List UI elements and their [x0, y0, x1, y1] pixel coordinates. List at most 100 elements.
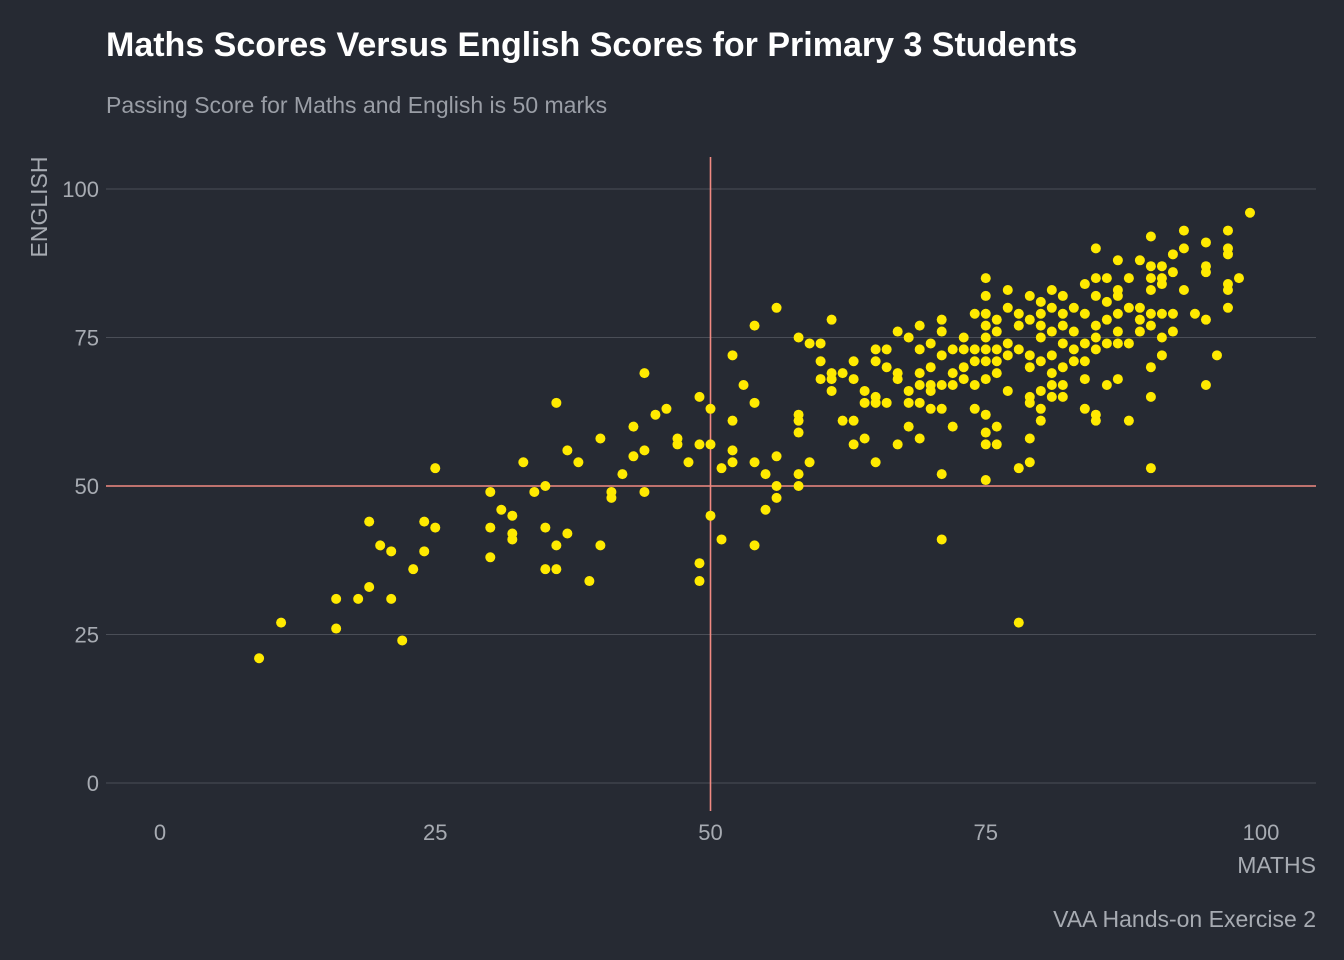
- scatter-point: [892, 374, 903, 385]
- scatter-point: [628, 421, 639, 432]
- scatter-point: [496, 504, 507, 515]
- scatter-point: [1035, 320, 1046, 331]
- scatter-point: [903, 385, 914, 396]
- scatter-point: [771, 481, 782, 491]
- scatter-point: [1112, 374, 1123, 385]
- scatter-point: [925, 338, 936, 349]
- tick-labels: 0 25 50 75 100 0 25 50 75 100: [62, 177, 1279, 845]
- scatter-point: [1068, 356, 1079, 367]
- scatter-point: [716, 534, 727, 545]
- scatter-point: [1112, 308, 1123, 319]
- scatter-point: [1013, 463, 1024, 474]
- scatter-point: [1167, 308, 1178, 319]
- scatter-point: [925, 362, 936, 373]
- scatter-point: [1112, 255, 1123, 266]
- y-tick-label: 75: [75, 326, 99, 351]
- scatter-point: [1079, 356, 1090, 367]
- scatter-point: [749, 320, 760, 331]
- scatter-point: [551, 540, 562, 551]
- scatter-point: [870, 356, 881, 367]
- scatter-point: [1090, 273, 1101, 284]
- scatter-point: [892, 439, 903, 450]
- scatter-point: [540, 481, 551, 491]
- scatter-point: [859, 433, 870, 444]
- scatter-point: [1013, 308, 1024, 319]
- scatter-point: [1079, 374, 1090, 385]
- scatter-point: [551, 564, 562, 575]
- scatter-point: [1222, 249, 1233, 260]
- scatter-point: [1057, 308, 1068, 319]
- scatter-point: [771, 492, 782, 503]
- scatter-point: [1222, 284, 1233, 295]
- scatter-point: [1200, 380, 1211, 391]
- scatter-point: [1035, 332, 1046, 343]
- scatter-point: [991, 368, 1002, 379]
- scatter-point: [1233, 273, 1244, 284]
- scatter-point: [1057, 290, 1068, 301]
- scatter-point: [991, 314, 1002, 325]
- scatter-point: [1145, 391, 1156, 402]
- y-tick-label: 25: [75, 623, 99, 648]
- scatter-point: [1200, 267, 1211, 278]
- scatter-point: [837, 368, 848, 379]
- scatter-point: [1057, 380, 1068, 391]
- scatter-point: [1090, 332, 1101, 343]
- scatter-point: [364, 516, 375, 527]
- scatter-point: [529, 486, 540, 497]
- scatter-point: [903, 332, 914, 343]
- y-tick-label: 50: [75, 474, 99, 499]
- scatter-point: [1222, 302, 1233, 313]
- scatter-point: [694, 558, 705, 569]
- scatter-point: [1079, 279, 1090, 290]
- scatter-point: [595, 433, 606, 444]
- scatter-point: [727, 457, 738, 468]
- scatter-point: [914, 380, 925, 391]
- scatter-point: [1090, 415, 1101, 426]
- x-tick-label: 100: [1243, 820, 1280, 845]
- scatter-point: [1112, 290, 1123, 301]
- scatter-point: [1057, 362, 1068, 373]
- scatter-point: [1013, 344, 1024, 355]
- scatter-point: [727, 445, 738, 456]
- scatter-point: [1134, 302, 1145, 313]
- scatter-point: [1178, 284, 1189, 295]
- scatter-point: [980, 356, 991, 367]
- scatter-point: [859, 385, 870, 396]
- scatter-point: [672, 439, 683, 450]
- scatter-point: [1156, 308, 1167, 319]
- scatter-point: [881, 362, 892, 373]
- scatter-point: [1046, 350, 1057, 361]
- scatter-point: [848, 439, 859, 450]
- scatter-point: [1035, 296, 1046, 307]
- scatter-point: [936, 326, 947, 337]
- scatter-point: [705, 510, 716, 521]
- scatter-point: [969, 344, 980, 355]
- scatter-point: [870, 397, 881, 408]
- scatter-point: [617, 469, 628, 480]
- scatter-point: [1002, 284, 1013, 295]
- scatter-point: [1145, 463, 1156, 474]
- scatter-point: [980, 374, 991, 385]
- scatter-point: [1222, 225, 1233, 236]
- scatter-point: [991, 356, 1002, 367]
- scatter-point: [881, 397, 892, 408]
- scatter-point: [914, 320, 925, 331]
- scatter-point: [331, 623, 342, 634]
- scatter-point: [749, 457, 760, 468]
- y-tick-label: 0: [87, 771, 99, 796]
- scatter-point: [1024, 362, 1035, 373]
- scatter-point: [826, 314, 837, 325]
- scatter-point: [760, 469, 771, 480]
- scatter-point: [1167, 326, 1178, 337]
- scatter-point: [991, 439, 1002, 450]
- scatter-point: [1002, 385, 1013, 396]
- scatter-point: [485, 486, 496, 497]
- scatter-point: [1134, 255, 1145, 266]
- scatter-point: [1090, 344, 1101, 355]
- scatter-point: [639, 368, 650, 379]
- scatter-point: [760, 504, 771, 515]
- scatter-point: [815, 338, 826, 349]
- scatter-point: [914, 397, 925, 408]
- scatter-point: [650, 409, 661, 420]
